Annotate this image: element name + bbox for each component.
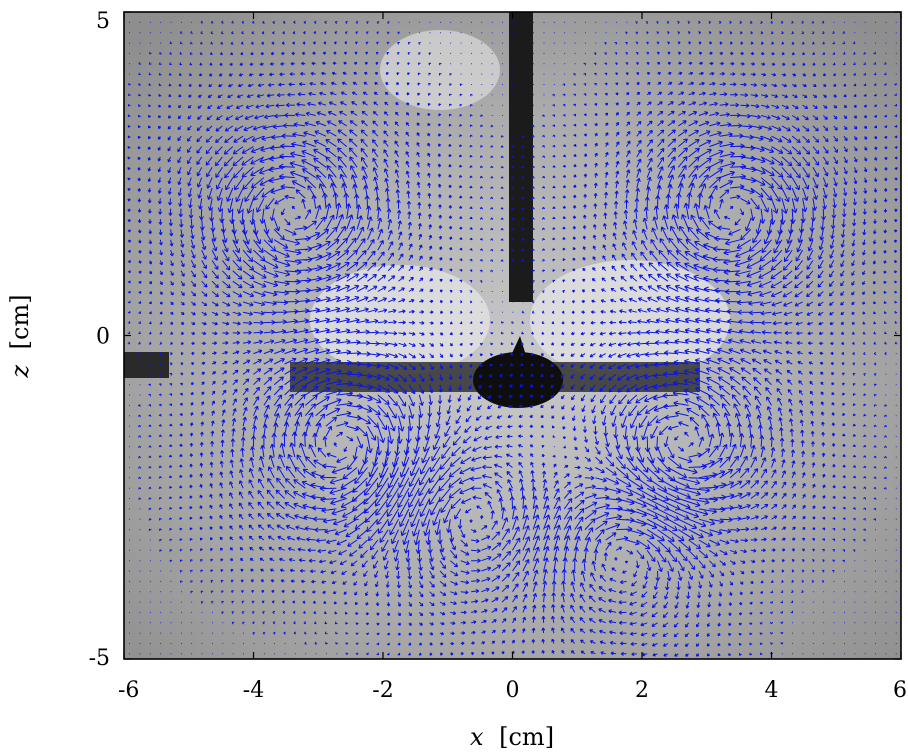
- x-tick-label: 4: [765, 678, 779, 703]
- y-axis-ticks: -5 0 5: [89, 9, 901, 671]
- x-tick-label: 0: [506, 678, 520, 703]
- left-edge-shadow: [124, 352, 169, 378]
- x-tick-label: -4: [243, 678, 264, 703]
- y-tick-label: 0: [96, 325, 110, 350]
- velocity-arrows: [127, 20, 898, 657]
- x-axis-variable: x: [470, 723, 484, 751]
- plot-area: [124, 12, 901, 659]
- x-tick-label: -6: [118, 678, 139, 703]
- x-axis-ticks: -6 -4 -2 0 2 4 6: [118, 12, 907, 703]
- y-tick-label: 5: [96, 9, 110, 34]
- bright-region-left: [310, 265, 490, 375]
- quiver-arrows: [127, 20, 898, 657]
- x-tick-label: -2: [372, 678, 393, 703]
- bright-region-top: [380, 30, 500, 110]
- impeller-tip: [508, 336, 528, 362]
- x-tick-label: 2: [635, 678, 649, 703]
- impeller-hub: [473, 352, 563, 408]
- y-axis-unit: [cm]: [6, 294, 34, 349]
- x-axis-unit: [cm]: [499, 723, 554, 751]
- bright-region-right: [530, 260, 730, 380]
- y-axis-label: z [cm]: [6, 294, 34, 378]
- x-tick-label: 6: [893, 678, 907, 703]
- x-axis-label: x [cm]: [470, 723, 554, 751]
- y-axis-variable: z: [6, 365, 34, 379]
- y-tick-label: -5: [89, 646, 110, 671]
